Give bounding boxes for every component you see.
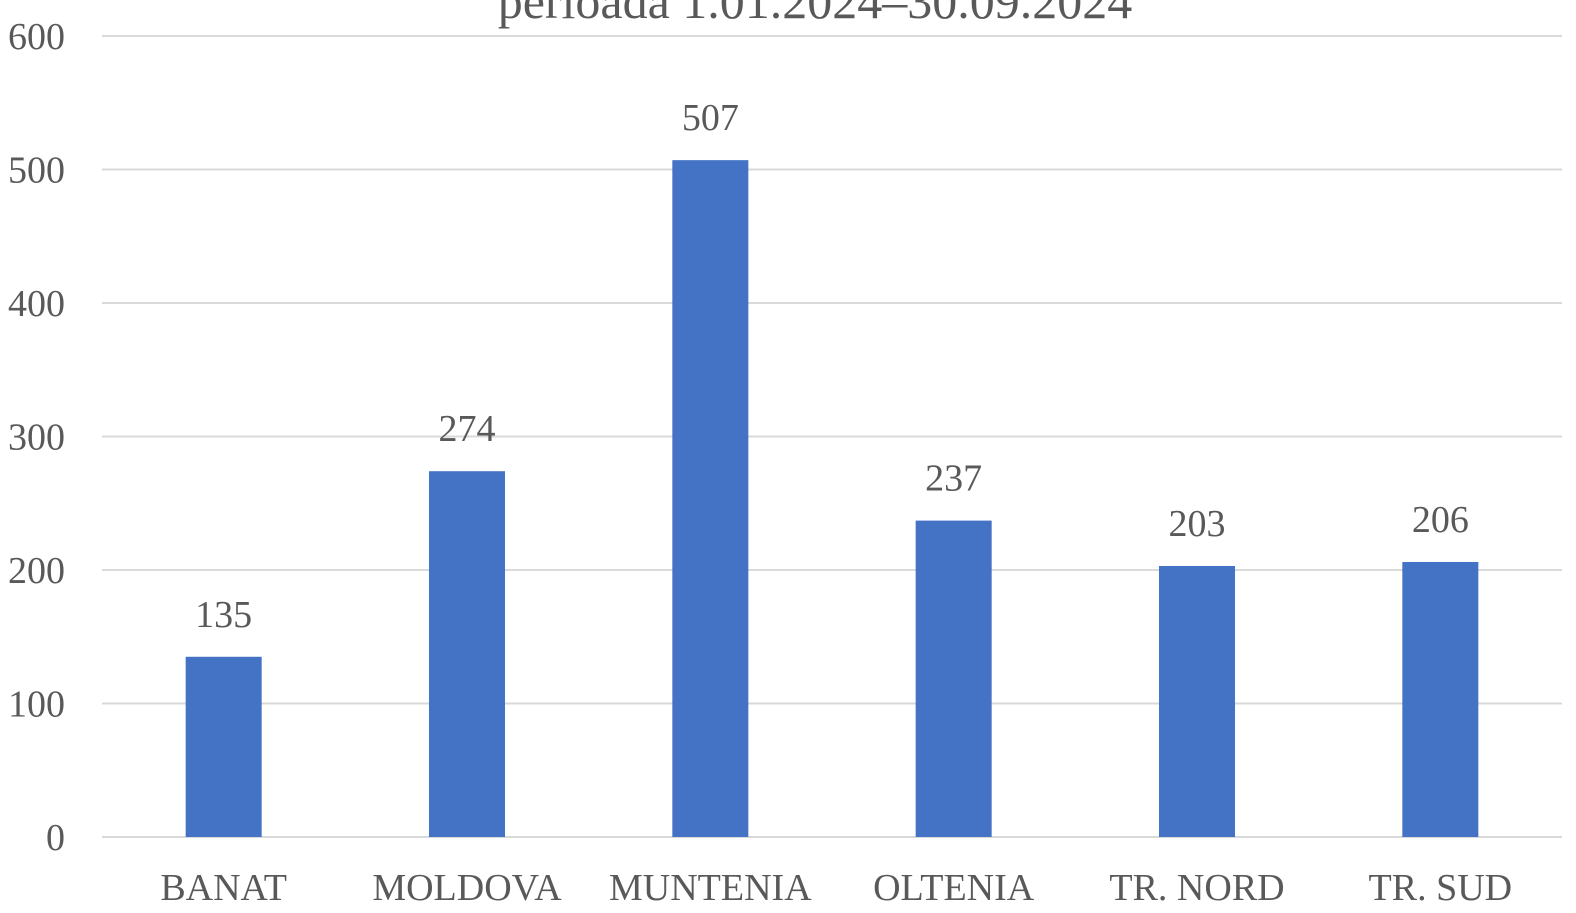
y-tick-label: 500 bbox=[8, 150, 65, 192]
y-tick-label: 100 bbox=[8, 684, 65, 726]
x-tick-label: TR. SUD bbox=[1369, 867, 1513, 909]
data-label: 507 bbox=[682, 97, 739, 139]
data-label: 206 bbox=[1412, 499, 1469, 541]
data-label: 274 bbox=[439, 408, 496, 450]
chart-title: perioada 1.01.2024–30.09.2024 bbox=[498, 0, 1133, 29]
y-tick-label: 400 bbox=[8, 283, 65, 325]
y-tick-label: 600 bbox=[8, 16, 65, 58]
bar bbox=[429, 471, 505, 837]
x-tick-label: TR. NORD bbox=[1109, 867, 1284, 909]
bar bbox=[672, 160, 749, 837]
data-label: 135 bbox=[195, 594, 252, 636]
x-tick-label: BANAT bbox=[160, 867, 287, 909]
x-tick-label: MOLDOVA bbox=[372, 867, 562, 909]
data-label: 203 bbox=[1169, 503, 1226, 545]
bar bbox=[915, 520, 992, 837]
x-tick-label: OLTENIA bbox=[873, 867, 1035, 909]
bar bbox=[1402, 561, 1479, 837]
x-tick-label: MUNTENIA bbox=[609, 867, 812, 909]
bar bbox=[1159, 565, 1235, 837]
y-tick-label: 0 bbox=[46, 817, 65, 859]
y-tick-label: 200 bbox=[8, 550, 65, 592]
data-label: 237 bbox=[925, 458, 982, 500]
y-tick-label: 300 bbox=[8, 417, 65, 459]
bar bbox=[185, 656, 262, 837]
